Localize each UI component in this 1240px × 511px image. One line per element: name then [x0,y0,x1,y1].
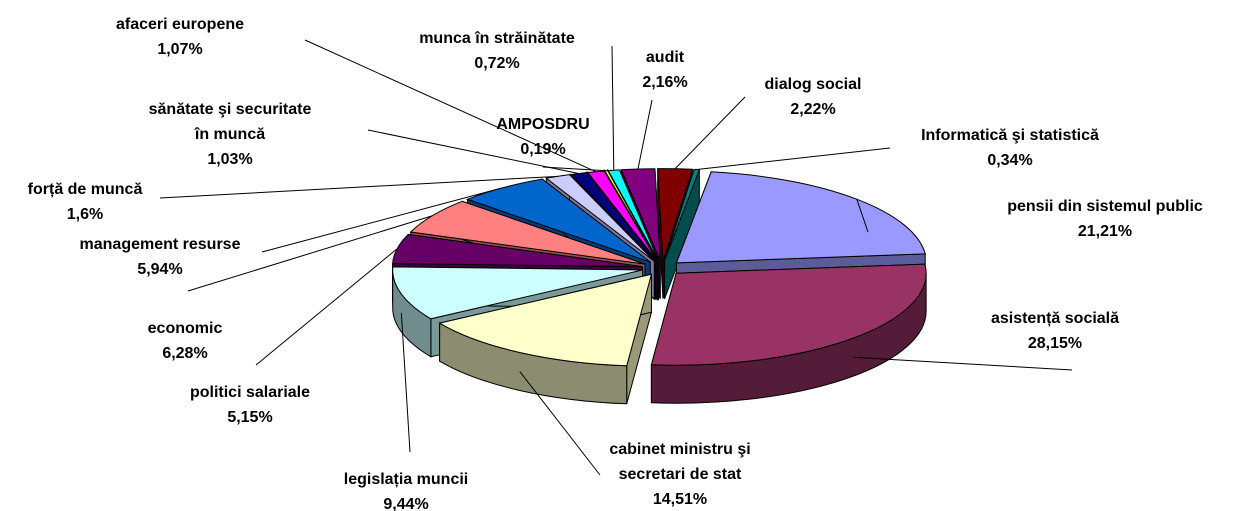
label-value: 5,94% [137,261,183,278]
data-label: forță de muncă 1,6% [0,177,170,227]
data-label: management resurse 5,94% [35,232,285,282]
slice-top [438,273,653,367]
leader-line [261,187,503,253]
label-name: forță de muncă [27,181,143,198]
label-value: 2,16% [642,74,688,91]
data-label: afaceri europene 1,07% [80,12,280,62]
data-label: audit 2,16% [615,45,715,95]
slice-top [650,263,927,366]
label-name: cabinet ministru şi secretari de stat [609,441,751,483]
data-label: asistență socială 28,15% [955,306,1155,356]
data-label: politici salariale 5,15% [150,380,350,430]
leader-line [187,215,433,292]
label-value: 6,28% [162,345,208,362]
label-name: sănătate şi securitate în muncă [148,101,312,143]
label-value: 2,22% [790,101,836,118]
slice-top [409,200,646,265]
leader-line [304,39,597,173]
slice-top [391,233,643,268]
label-value: 0,72% [474,55,520,72]
label-value: 21,21% [1077,223,1133,240]
leader-line [367,129,579,174]
data-label: pensii din sistemul public 21,21% [975,194,1235,244]
label-name: asistență socială [990,310,1120,327]
label-value: 1,6% [66,206,104,223]
data-label: munca în străinătate 0,72% [387,26,607,76]
leader-line [519,371,601,476]
leader-line [852,356,1073,371]
leader-line [856,199,869,233]
data-label: cabinet ministru şi secretari de stat 14,… [580,437,780,511]
label-name: dialog social [764,76,862,93]
leader-line [696,147,891,170]
label-value: 14,51% [652,491,708,508]
data-label: AMPOSDRU 0,19% [473,112,613,162]
label-value: 9,44% [383,496,429,511]
data-label: Informatică şi statistică 0,34% [875,123,1145,173]
leader-line [255,248,398,366]
label-name: Informatică şi statistică [921,127,1099,144]
leader-line [159,175,558,199]
label-value: 28,15% [1027,335,1083,352]
label-value: 1,07% [157,41,203,58]
data-label: sănătate şi securitate în muncă 1,03% [143,97,318,172]
leader-line [400,312,411,453]
slice-top [392,266,643,320]
label-name: legislația muncii [343,471,469,488]
data-label: economic 6,28% [115,316,255,366]
slice-top [675,171,926,264]
leader-line [637,99,653,170]
slice [664,168,701,299]
leader-line [542,166,607,172]
data-label: dialog social 2,22% [733,72,893,122]
label-name: management resurse [79,236,241,253]
data-label: legislația muncii 9,44% [306,467,506,511]
slice [438,273,653,405]
label-name: economic [147,320,223,337]
label-name: munca în străinătate [419,30,575,47]
slice-top [607,169,659,262]
leader-line [674,96,746,170]
slice-top [465,178,651,263]
label-value: 1,03% [207,151,253,168]
label-name: AMPOSDRU [496,116,590,133]
label-name: afaceri europene [115,16,245,33]
label-value: 5,15% [227,409,273,426]
label-name: pensii din sistemul public [1007,198,1203,215]
label-value: 0,19% [520,141,566,158]
slice [650,263,927,404]
label-value: 0,34% [987,152,1033,169]
label-name: audit [645,49,685,66]
leader-line [611,45,615,171]
label-name: politici salariale [189,384,311,401]
